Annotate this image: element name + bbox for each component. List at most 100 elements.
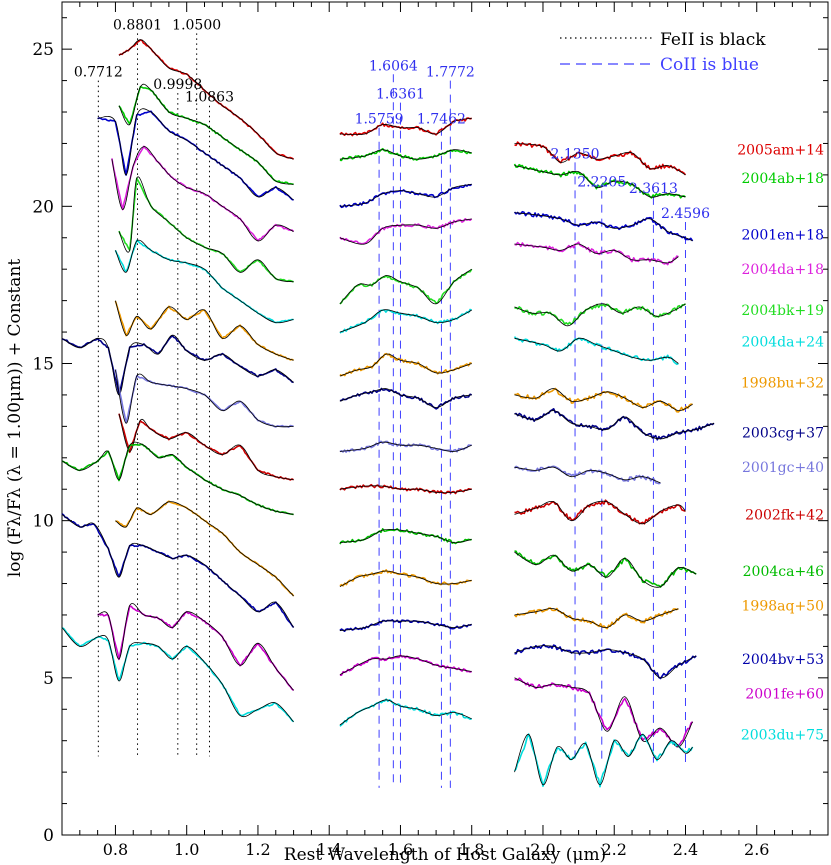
spectrum-model-2002fk+42 — [339, 485, 472, 494]
spectrum-model-2004ca+46 — [61, 441, 294, 515]
y-tick-label: 5 — [43, 669, 54, 689]
x-tick-label: 2.4 — [673, 840, 698, 859]
spectrum-data-2001fe+60 — [339, 654, 472, 676]
series-label: 2004bk+19 — [741, 303, 824, 319]
spectrum-data-2003du+75 — [61, 627, 295, 723]
series-label: 2001gc+40 — [742, 460, 824, 476]
spectrum-model-2001gc+40 — [339, 441, 472, 452]
spectrum-data-1998bu+32 — [514, 387, 693, 413]
x-tick-label: 2.6 — [744, 840, 769, 859]
legend-feii-label: FeII is black — [660, 30, 766, 50]
coii-line-label: 1.6361 — [376, 87, 425, 103]
x-tick-label: 1.0 — [174, 840, 199, 859]
spectrum-data-2001gc+40 — [114, 369, 294, 428]
x-tick-label: 2.2 — [602, 840, 627, 859]
series-label: 2001fe+60 — [745, 687, 824, 703]
spectrum-model-2001en+18 — [339, 183, 472, 207]
spectrum-model-2005am+14 — [514, 143, 686, 176]
spectrum-data-2003cg+37 — [61, 335, 294, 396]
y-axis-label: log (Fλ/Fλ (λ = 1.00μm)) + Constant — [5, 259, 25, 577]
plot-frame — [61, 1, 829, 836]
coii-line-label: 2.3613 — [629, 181, 678, 197]
line-labels: 0.7712 0.8801 0.9998 1.0500 1.0863 1.5759 1.60… — [74, 17, 710, 222]
spectrum-model-2004ab+18 — [118, 83, 294, 185]
spectrum-model-2003cg+37 — [514, 410, 715, 440]
spectrum-data-1998bu+32 — [339, 352, 472, 377]
spectrum-model-2001fe+60 — [97, 603, 294, 691]
spectrum-model-1998bu+32 — [339, 353, 472, 377]
spectrum-data-2004bv+53 — [339, 619, 473, 632]
spectrum-data-2001en+18 — [97, 110, 294, 201]
spectrum-model-2004bk+19 — [118, 176, 294, 283]
spectrum-model-2004da+24 — [514, 337, 679, 364]
coii-line-label: 2.1350 — [551, 146, 600, 162]
spectrum-model-2004bv+53 — [339, 620, 472, 632]
spectrum-model-2004ca+46 — [339, 528, 472, 544]
spectrum-model-2001gc+40 — [115, 369, 294, 428]
legend-coii-label: CoII is blue — [660, 55, 759, 75]
spectrum-data-2004bk+19 — [118, 177, 294, 283]
spectrum-data-2004da+18 — [514, 241, 679, 266]
y-tick-label: 20 — [32, 197, 54, 217]
spectrum-data-2001gc+40 — [339, 440, 472, 453]
legend: FeII is black CoII is blue — [560, 30, 766, 75]
spectrum-model-2003cg+37 — [61, 334, 294, 396]
spectrum-data-2002fk+42 — [339, 483, 472, 495]
series-label: 1998bu+32 — [741, 375, 824, 391]
series-label: 2001en+18 — [742, 228, 824, 244]
coii-line-label: 1.5759 — [355, 112, 404, 128]
spectrum-data-2004bv+53 — [61, 513, 295, 628]
spectrum-model-1998aq+50 — [115, 501, 294, 597]
feii-line-label: 1.0500 — [172, 17, 221, 33]
spectrum-model-2004da+24 — [339, 309, 472, 333]
coii-line-label: 2.4596 — [661, 206, 710, 222]
spectrum-data-2004da+24 — [114, 239, 294, 324]
feii-line-label: 1.0863 — [185, 90, 234, 106]
spectrum-model-2004bv+53 — [514, 645, 697, 679]
spectrum-model-2001gc+40 — [514, 466, 661, 484]
spectrum-model-2005am+14 — [339, 117, 472, 136]
x-tick-label: 1.6 — [388, 840, 413, 859]
axis-ticks: 0.8 1.0 1.2 1.4 1.6 1.8 2.0 2.2 2.4 2.6 0 5 10 15 20 25 — [32, 2, 829, 859]
spectrum-model-2001en+18 — [514, 212, 693, 242]
series-label: 2004da+18 — [742, 262, 824, 278]
spectrum-data-2004ca+46 — [514, 550, 697, 588]
y-tick-label: 0 — [43, 826, 54, 846]
spectrum-data-1998aq+50 — [339, 569, 472, 587]
spectrum-model-1998aq+50 — [339, 570, 472, 588]
spectrum-model-2001en+18 — [97, 108, 294, 201]
spectrum-data-2004bk+19 — [339, 268, 473, 305]
spectrum-model-2005am+14 — [118, 39, 294, 160]
series-label: 2005am+14 — [737, 143, 824, 159]
spectrum-data-2003cg+37 — [514, 408, 715, 441]
coii-line-label: 1.6064 — [369, 58, 418, 74]
spectrum-data-2005am+14 — [514, 141, 687, 176]
spectrum-data-2004da+18 — [339, 218, 473, 245]
spectrum-model-2004bk+19 — [514, 303, 686, 327]
spectrum-model-2003cg+37 — [339, 388, 472, 408]
spectrum-model-2002fk+42 — [118, 413, 294, 481]
spectrum-model-2002fk+42 — [514, 500, 686, 525]
series-label: 2004ca+46 — [743, 564, 824, 580]
spectrum-model-2004bk+19 — [339, 268, 472, 305]
coii-line-label: 2.2205 — [577, 175, 626, 191]
spectrum-model-2004ab+18 — [339, 149, 472, 160]
spectrum-model-2004ca+46 — [514, 551, 697, 588]
y-tick-label: 25 — [32, 40, 54, 60]
x-axis-label: Rest Wavelength of Host Galaxy (μm) — [284, 845, 606, 865]
series-label: 2003cg+37 — [742, 426, 824, 442]
spectrum-data-2001fe+60 — [514, 677, 694, 748]
spectrum-model-2004da+24 — [115, 239, 294, 324]
series-labels: 2005am+14 2004ab+18 2001en+18 2004da+18 2004… — [737, 143, 824, 744]
feii-line-label: 0.8801 — [113, 17, 162, 33]
spectrum-model-2001fe+60 — [514, 677, 693, 748]
spectrum-data-2001fe+60 — [97, 605, 295, 692]
x-tick-label: 1.4 — [316, 840, 341, 859]
series-label: 1998aq+50 — [742, 599, 824, 615]
spectrum-model-2003du+75 — [339, 699, 472, 726]
feii-line-label: 0.9998 — [153, 77, 202, 93]
y-tick-label: 10 — [32, 512, 54, 532]
spectrum-data-2001en+18 — [339, 183, 473, 209]
x-tick-label: 0.8 — [103, 840, 128, 859]
